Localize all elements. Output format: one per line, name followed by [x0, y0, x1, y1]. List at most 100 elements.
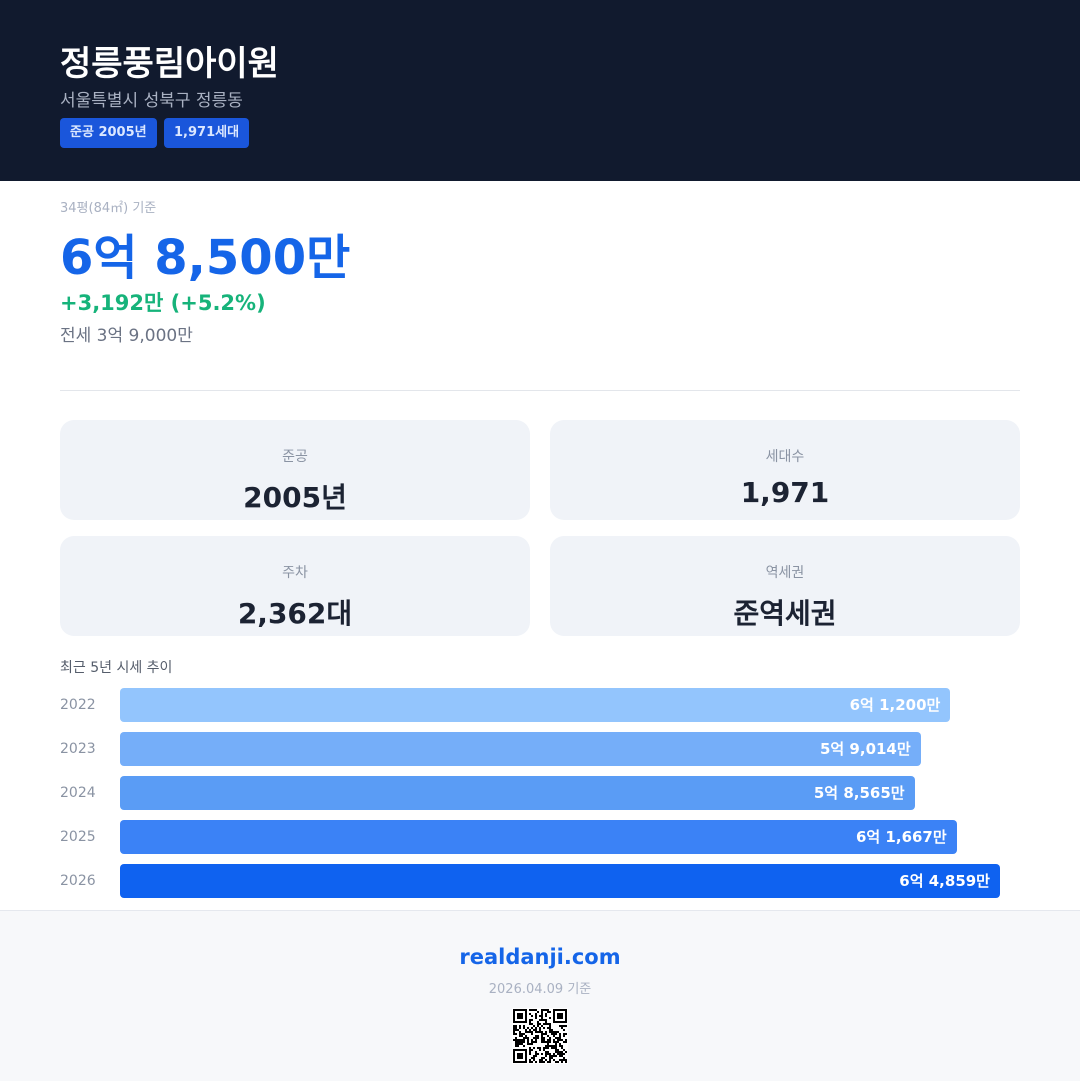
qr-module: [545, 1009, 547, 1011]
qr-module: [565, 1025, 567, 1027]
qr-module: [535, 1015, 537, 1017]
qr-module: [561, 1047, 563, 1049]
qr-module: [553, 1033, 555, 1035]
qr-module: [545, 1051, 547, 1053]
qr-module: [559, 1043, 561, 1045]
footer: realdanji.com 2026.04.09 기준: [0, 910, 1080, 1081]
qr-module: [531, 1041, 533, 1043]
qr-module: [523, 1041, 525, 1043]
qr-module: [541, 1053, 543, 1055]
qr-module: [563, 1033, 565, 1035]
qr-module: [541, 1035, 543, 1037]
qr-module: [565, 1039, 567, 1041]
qr-module: [535, 1009, 537, 1011]
qr-module: [531, 1049, 533, 1051]
badge: 준공 2005년: [60, 118, 157, 148]
qr-module: [541, 1015, 543, 1017]
qr-module: [529, 1009, 531, 1011]
site: realdanji.com: [459, 945, 621, 969]
qr-module: [541, 1039, 543, 1041]
qr-module: [519, 1043, 521, 1045]
qr-module: [565, 1041, 567, 1043]
qr-module: [533, 1059, 535, 1061]
qr-module: [537, 1047, 539, 1049]
qr-module: [543, 1057, 545, 1059]
qr-module: [539, 1015, 541, 1017]
qr-module: [535, 1037, 537, 1039]
qr-module: [565, 1059, 567, 1061]
qr-module: [549, 1029, 551, 1031]
qr-module: [519, 1035, 521, 1037]
qr-module: [561, 1051, 563, 1053]
address: 서울특별시 성북구 정릉동: [60, 91, 243, 111]
stat-label: 준공: [282, 449, 308, 465]
qr-module: [549, 1055, 551, 1057]
qr-module: [539, 1061, 541, 1063]
qr-module: [561, 1055, 563, 1057]
qr-module: [541, 1011, 543, 1013]
category-label: 2022: [60, 697, 96, 713]
qr-module: [539, 1027, 541, 1029]
qr-module: [519, 1033, 521, 1035]
qr-module: [539, 1031, 541, 1033]
qr-module: [537, 1035, 539, 1037]
qr-module: [547, 1009, 549, 1011]
qr-module: [523, 1045, 525, 1047]
qr-module: [555, 1041, 557, 1043]
qr-module: [537, 1023, 539, 1025]
qr-module: [563, 1041, 565, 1043]
qr-module: [563, 1053, 565, 1055]
badge: 1,971세대: [164, 118, 250, 148]
qr-module: [529, 1059, 531, 1061]
qr-module: [555, 1033, 557, 1035]
price-change: +3,192만 (+5.2%): [60, 291, 266, 315]
qr-module: [539, 1059, 541, 1061]
qr-module: [529, 1047, 531, 1049]
qr-module: [541, 1019, 543, 1021]
bar: 5억 8,565만: [120, 776, 915, 810]
qr-module: [515, 1041, 517, 1043]
qr-module: [531, 1039, 533, 1041]
qr-module: [561, 1025, 563, 1027]
qr-module: [549, 1037, 551, 1039]
qr-module: [537, 1053, 539, 1055]
qr-module: [555, 1031, 557, 1033]
qr-module: [543, 1037, 545, 1039]
qr-module: [513, 1025, 515, 1027]
date: 2026.04.09 기준: [488, 982, 592, 997]
qr-module: [547, 1039, 549, 1041]
qr-module: [515, 1027, 517, 1029]
qr-module: [529, 1031, 531, 1033]
qr-module: [525, 1029, 527, 1031]
qr-module: [535, 1051, 537, 1053]
qr-module: [557, 1039, 559, 1041]
qr-module: [547, 1041, 549, 1043]
bar: 5억 9,014만: [120, 732, 921, 766]
qr-module: [565, 1061, 567, 1063]
stat-label: 역세권: [765, 565, 805, 581]
qr-module: [559, 1053, 561, 1055]
qr-module: [555, 1061, 557, 1063]
qr-module: [549, 1053, 551, 1055]
qr-module: [543, 1019, 545, 1021]
qr-module: [539, 1049, 541, 1051]
qr-module: [561, 1045, 563, 1047]
qr-module: [535, 1029, 537, 1031]
category-label: 2024: [60, 785, 96, 801]
qr-module: [533, 1041, 535, 1043]
qr-module: [517, 1053, 523, 1059]
qr-module: [527, 1043, 529, 1045]
qr-module: [565, 1051, 567, 1053]
qr-module: [559, 1055, 561, 1057]
qr-module: [547, 1051, 549, 1053]
qr-module: [517, 1029, 519, 1031]
stat-label: 주차: [282, 565, 308, 581]
qr-module: [551, 1055, 553, 1057]
qr-module: [561, 1059, 563, 1061]
qr-module: [561, 1039, 563, 1041]
qr-module: [559, 1039, 561, 1041]
qr-module: [555, 1051, 557, 1053]
qr-module: [555, 1043, 557, 1045]
qr-module: [553, 1059, 555, 1061]
